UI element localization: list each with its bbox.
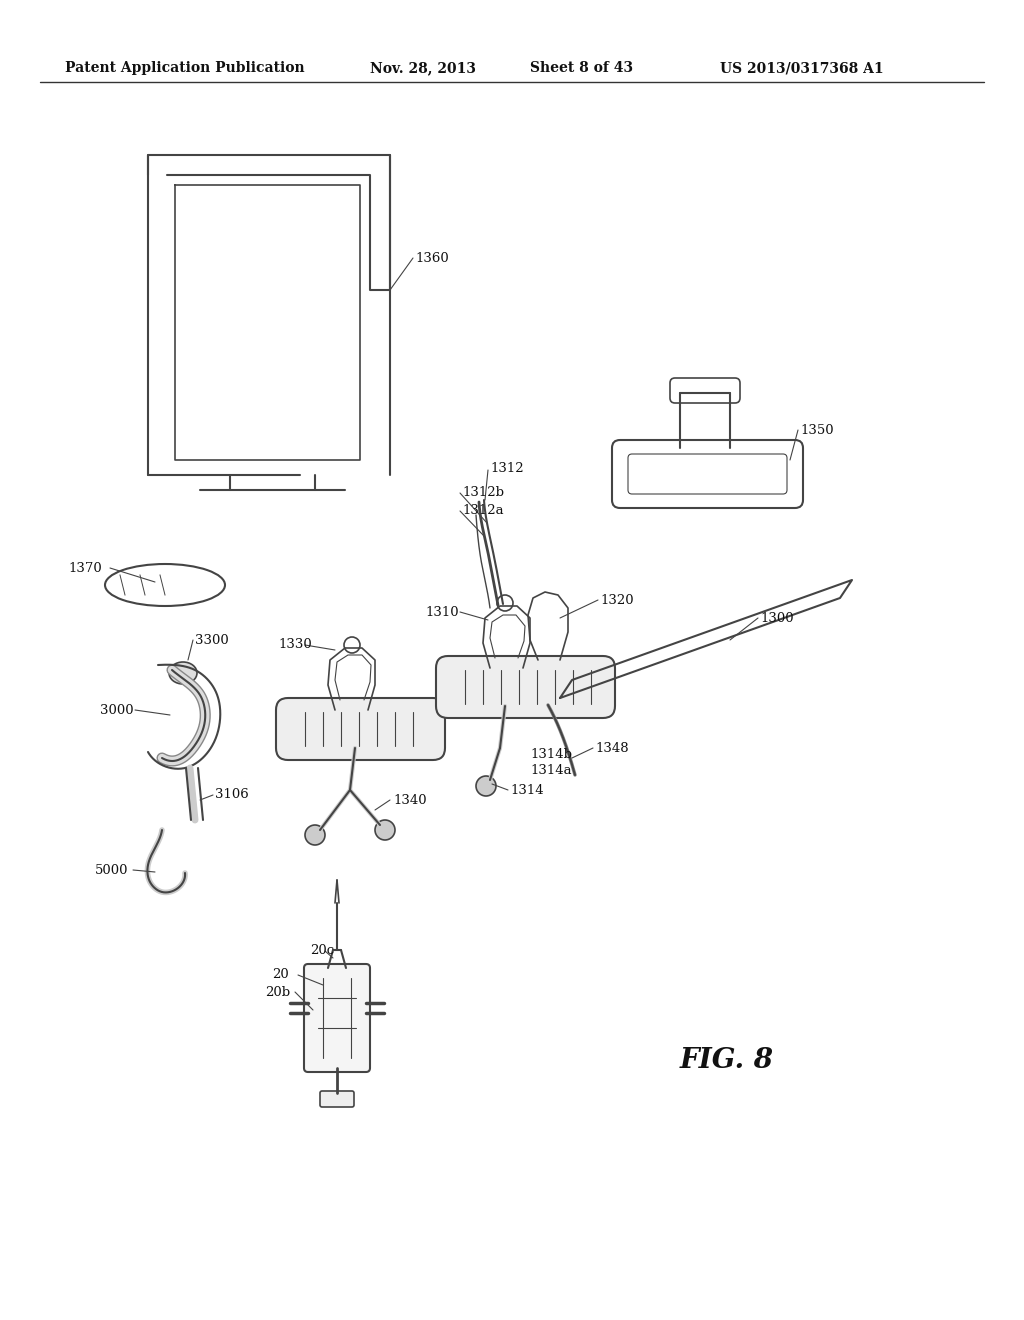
FancyBboxPatch shape bbox=[304, 964, 370, 1072]
Text: FIG. 8: FIG. 8 bbox=[680, 1047, 774, 1073]
Text: Sheet 8 of 43: Sheet 8 of 43 bbox=[530, 61, 633, 75]
Text: Nov. 28, 2013: Nov. 28, 2013 bbox=[370, 61, 476, 75]
Text: 5000: 5000 bbox=[95, 863, 128, 876]
Text: 3106: 3106 bbox=[215, 788, 249, 801]
Text: 1360: 1360 bbox=[415, 252, 449, 264]
Text: 20: 20 bbox=[272, 969, 289, 982]
Text: 1314: 1314 bbox=[510, 784, 544, 796]
Circle shape bbox=[476, 776, 496, 796]
Ellipse shape bbox=[169, 663, 197, 684]
Text: 1370: 1370 bbox=[68, 561, 101, 574]
Text: 20c: 20c bbox=[310, 944, 334, 957]
Text: 1314a: 1314a bbox=[530, 763, 571, 776]
Text: 1348: 1348 bbox=[595, 742, 629, 755]
Text: 1320: 1320 bbox=[600, 594, 634, 606]
FancyBboxPatch shape bbox=[319, 1092, 354, 1107]
Text: 1340: 1340 bbox=[393, 793, 427, 807]
Text: 1312b: 1312b bbox=[462, 486, 504, 499]
Text: 1310: 1310 bbox=[425, 606, 459, 619]
Text: 1350: 1350 bbox=[800, 424, 834, 437]
Text: 3300: 3300 bbox=[195, 634, 228, 647]
Text: 1312a: 1312a bbox=[462, 503, 504, 516]
Text: Patent Application Publication: Patent Application Publication bbox=[65, 61, 304, 75]
Circle shape bbox=[305, 825, 325, 845]
Text: 3000: 3000 bbox=[100, 704, 133, 717]
Text: 1300: 1300 bbox=[760, 611, 794, 624]
Text: 1314b: 1314b bbox=[530, 747, 572, 760]
FancyBboxPatch shape bbox=[276, 698, 445, 760]
Text: 1312: 1312 bbox=[490, 462, 523, 474]
Text: 20b: 20b bbox=[265, 986, 290, 998]
Text: 1330: 1330 bbox=[278, 639, 311, 652]
Circle shape bbox=[375, 820, 395, 840]
Text: US 2013/0317368 A1: US 2013/0317368 A1 bbox=[720, 61, 884, 75]
FancyBboxPatch shape bbox=[436, 656, 615, 718]
